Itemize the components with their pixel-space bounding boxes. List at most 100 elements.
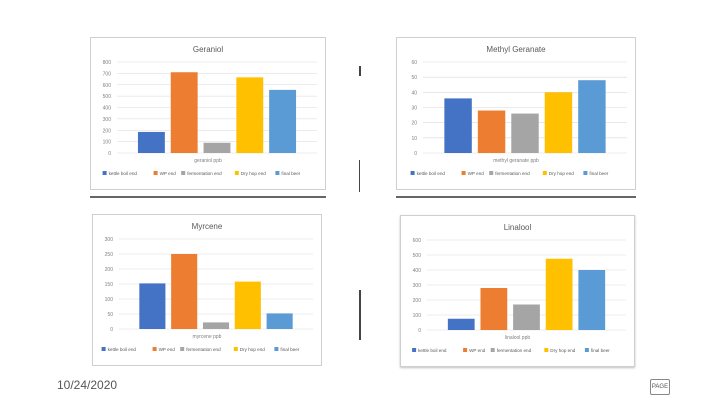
- y-tick-label: 300: [105, 237, 114, 243]
- y-tick-label: 50: [411, 75, 417, 81]
- legend-swatch: [101, 347, 106, 351]
- legend-label: final beer: [589, 171, 608, 176]
- legend-swatch: [542, 171, 547, 175]
- legend-swatch: [583, 171, 588, 175]
- legend-swatch: [275, 171, 280, 175]
- legend-label: kettle boil end: [108, 347, 137, 352]
- page-number-icon: PAGE: [650, 379, 670, 395]
- y-tick-label: 250: [105, 252, 114, 258]
- legend-swatch: [463, 348, 468, 352]
- bar-dry-hop-end: [236, 77, 264, 153]
- legend-swatch: [410, 171, 415, 175]
- y-tick-label: 800: [103, 60, 112, 66]
- bar-kettle-boil-end: [139, 283, 166, 329]
- chart-panel-myrcene: Myrcene 0 50 100 150 200 250 300 myrcene ppb kett…: [92, 214, 322, 366]
- legend-label: fermentation end: [187, 171, 222, 176]
- legend-label: kettle boil end: [418, 348, 447, 353]
- legend-swatch: [461, 171, 466, 175]
- legend-label: Dry hop end: [240, 347, 265, 352]
- legend-label: kettle boil end: [417, 171, 446, 176]
- y-tick-label: 600: [103, 83, 112, 89]
- chart-panel-geraniol: Geraniol 0 100 200 300 400 500 600 700 800 geranio…: [90, 37, 326, 190]
- bar-final-beer: [578, 270, 606, 330]
- horizontal-divider: [90, 196, 326, 198]
- legend-label: fermentation end: [495, 171, 530, 176]
- x-axis-label: linalool ppb: [505, 335, 531, 341]
- legend-label: Dry hop end: [549, 171, 574, 176]
- legend-swatch: [489, 171, 494, 175]
- legend-swatch: [152, 347, 157, 351]
- legend-label: Dry hop end: [550, 348, 575, 353]
- y-tick-label: 0: [418, 328, 421, 334]
- legend-label: final beer: [591, 348, 610, 353]
- bar-wp-end: [480, 288, 508, 330]
- y-tick-label: 600: [413, 238, 422, 244]
- vertical-divider: [359, 160, 360, 192]
- vertical-divider: [359, 290, 361, 340]
- vertical-divider: [359, 66, 361, 76]
- legend-swatch: [233, 347, 238, 351]
- bar-kettle-boil-end: [444, 98, 472, 153]
- legend-swatch: [490, 348, 495, 352]
- chart-panel-methyl-geranate: Methyl Geranate 0 10 20 30 40 50 60 methyl geran…: [396, 37, 636, 190]
- x-axis-label: geraniol ppb: [194, 158, 222, 164]
- y-tick-label: 700: [103, 71, 112, 77]
- bar-dry-hop-end: [234, 281, 261, 329]
- y-tick-label: 400: [103, 106, 112, 112]
- legend-swatch: [274, 347, 279, 351]
- bar-fermentation-end: [203, 142, 231, 153]
- legend-swatch: [180, 347, 185, 351]
- legend-label: final beer: [281, 171, 300, 176]
- y-tick-label: 100: [413, 313, 422, 319]
- y-tick-label: 40: [411, 90, 417, 96]
- bar-dry-hop-end: [545, 258, 573, 330]
- y-tick-label: 300: [103, 117, 112, 123]
- y-tick-label: 0: [414, 151, 417, 157]
- y-tick-label: 100: [105, 297, 114, 303]
- bar-fermentation-end: [511, 113, 539, 153]
- legend-swatch: [181, 171, 186, 175]
- chart-svg: Linalool 0 100 200 300 400 500 600 linalool ppb k…: [412, 223, 626, 353]
- x-axis-label: methyl geranate ppb: [493, 158, 539, 164]
- bar-final-beer: [266, 313, 293, 329]
- legend-label: fermentation end: [497, 348, 532, 353]
- y-tick-label: 0: [108, 151, 111, 157]
- y-tick-label: 500: [413, 253, 422, 259]
- y-tick-label: 10: [411, 136, 417, 142]
- bar-wp-end: [171, 254, 198, 329]
- legend-swatch: [584, 348, 589, 352]
- legend-swatch: [102, 171, 107, 175]
- chart-title: Methyl Geranate: [486, 45, 546, 54]
- legend-label: WP end: [160, 171, 177, 176]
- bar-final-beer: [578, 80, 606, 153]
- legend-swatch: [544, 348, 549, 352]
- bar-kettle-boil-end: [447, 318, 475, 330]
- y-tick-label: 400: [413, 268, 422, 274]
- y-tick-label: 200: [413, 298, 422, 304]
- bar-dry-hop-end: [544, 92, 573, 153]
- y-tick-label: 20: [411, 121, 417, 127]
- y-tick-label: 200: [103, 128, 112, 134]
- footer-date: 10/24/2020: [57, 378, 118, 392]
- legend-label: kettle boil end: [109, 171, 138, 176]
- horizontal-divider: [396, 196, 636, 198]
- legend-label: Dry hop end: [241, 171, 266, 176]
- chart-svg: Myrcene 0 50 100 150 200 250 300 myrcene ppb kett…: [101, 222, 313, 352]
- legend-label: WP end: [159, 347, 176, 352]
- y-tick-label: 0: [110, 327, 113, 333]
- chart-panel-linalool: Linalool 0 100 200 300 400 500 600 linalool ppb k…: [400, 215, 635, 367]
- chart-title: Linalool: [504, 223, 532, 232]
- legend-swatch: [412, 348, 417, 352]
- bar-wp-end: [477, 110, 506, 153]
- chart-svg: Methyl Geranate 0 10 20 30 40 50 60 methyl geran…: [410, 45, 627, 176]
- y-tick-label: 100: [103, 140, 112, 146]
- y-tick-label: 50: [107, 312, 113, 318]
- bar-kettle-boil-end: [137, 131, 165, 153]
- legend-swatch: [153, 171, 158, 175]
- y-tick-label: 500: [103, 94, 112, 100]
- legend-label: fermentation end: [186, 347, 221, 352]
- y-tick-label: 200: [105, 267, 114, 273]
- bar-fermentation-end: [202, 322, 230, 329]
- chart-title: Myrcene: [192, 222, 223, 231]
- chart-title: Geraniol: [193, 45, 223, 54]
